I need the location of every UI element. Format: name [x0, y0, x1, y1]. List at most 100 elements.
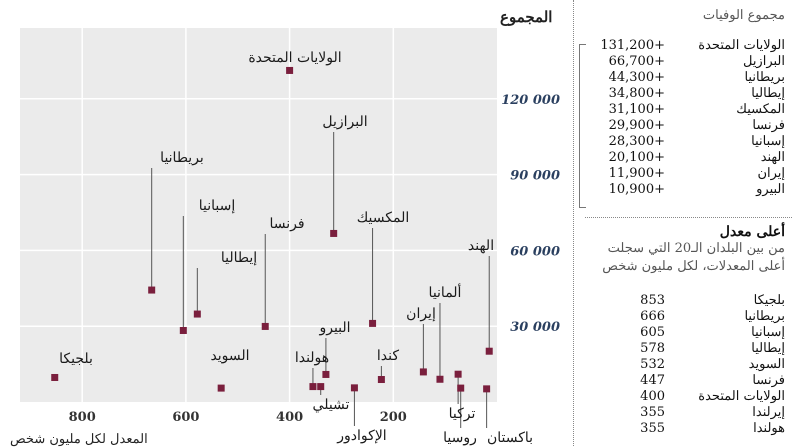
- rank-row: 578 إيطاليا: [605, 341, 785, 357]
- rates-subtitle-line2: أعلى المعدلات، لكل مليون شخص: [602, 259, 785, 274]
- data-point: [317, 383, 325, 391]
- point-label: السويد: [210, 348, 249, 364]
- rank-row: 28,300+ إسبانيا: [595, 134, 785, 150]
- data-point: [51, 373, 59, 381]
- rank-value: 400: [640, 389, 665, 404]
- panel-divider: [573, 0, 574, 446]
- data-point: [179, 326, 187, 334]
- totals-bracket: [579, 44, 586, 208]
- rank-country: الهند: [760, 150, 785, 165]
- rank-value: 10,900+: [608, 182, 665, 197]
- rank-country: البرازيل: [742, 54, 785, 69]
- x-tick-label: 400: [276, 410, 303, 425]
- rank-value: 355: [640, 405, 665, 420]
- rank-value: 447: [640, 373, 665, 388]
- rates-panel: أعلى معدل من بين البلدان الـ20 التي سجلت…: [585, 224, 785, 276]
- rank-row: 447 فرنسا: [605, 373, 785, 389]
- point-labels: الولايات المتحدة البرازيل بريطانيا إسبانيا إ…: [59, 50, 533, 446]
- totals-header: مجموع الوفيات: [702, 8, 785, 23]
- y-tick-label: 60 000: [510, 244, 560, 259]
- rank-row: 532 السويد: [605, 357, 785, 373]
- rank-value: 853: [640, 293, 665, 308]
- rank-row: 10,900+ البيرو: [595, 182, 785, 198]
- x-tick-label: 200: [380, 410, 407, 425]
- rank-country: بريطانيا: [744, 70, 785, 85]
- x-axis-title: المعدل لكل مليون شخص: [10, 432, 148, 447]
- rank-value: 29,900+: [608, 118, 665, 133]
- point-label: باكستان: [487, 430, 533, 446]
- point-label: الإكوادور: [336, 428, 386, 444]
- scatter-chart: الولايات المتحدة البرازيل بريطانيا إسبانيا إ…: [20, 28, 560, 446]
- rank-row: 34,800+ إيطاليا: [595, 86, 785, 102]
- rank-value: 131,200+: [600, 38, 665, 53]
- rank-value: 355: [640, 421, 665, 436]
- rank-row: 400 الولايات المتحدة: [605, 389, 785, 405]
- rank-country: فرنسا: [752, 118, 785, 133]
- rank-country: هولندا: [753, 421, 785, 436]
- point-label: تشيلي: [313, 397, 350, 413]
- rank-row: 66,700+ البرازيل: [595, 54, 785, 70]
- rates-list: 853 بلجيكا 666 بريطانيا 605 إسبانيا 578 إيطاليا…: [605, 293, 785, 446]
- rank-country: فرنسا: [752, 373, 785, 388]
- rank-value: 44,300+: [608, 70, 665, 85]
- point-label: روسيا: [443, 430, 477, 446]
- axis-ticks: 200 400 600 800 30 000 60 000 90 000 120 000: [69, 93, 560, 425]
- data-point: [377, 376, 385, 384]
- point-label: إيران: [406, 306, 436, 322]
- plot-background: [20, 28, 497, 402]
- point-label: إسبانيا: [199, 198, 236, 214]
- point-label: البرازيل: [322, 114, 367, 130]
- data-point: [261, 322, 269, 330]
- data-point: [419, 368, 427, 376]
- rank-country: إسبانيا: [751, 325, 785, 340]
- rank-row: 355 هولندا: [605, 421, 785, 437]
- rank-row: 44,300+ بريطانيا: [595, 70, 785, 86]
- data-point: [436, 375, 444, 383]
- data-point: [457, 384, 465, 392]
- y-tick-label: 90 000: [510, 169, 560, 184]
- point-label: إيطاليا: [221, 250, 257, 266]
- rank-country: الولايات المتحدة: [698, 389, 785, 404]
- data-point: [309, 383, 317, 391]
- point-label: فرنسا: [269, 216, 304, 232]
- rank-country: إيران: [757, 166, 785, 181]
- data-point: [148, 286, 156, 294]
- rank-row: 853 بلجيكا: [605, 293, 785, 309]
- rank-row: 355 إيرلندا: [605, 405, 785, 421]
- totals-list: 131,200+ الولايات المتحدة 66,700+ البرازيل 4…: [595, 38, 785, 208]
- rank-country: إيطاليا: [751, 341, 785, 356]
- rank-country: المكسيك: [736, 102, 785, 117]
- data-point: [483, 385, 491, 393]
- rank-row: 666 بريطانيا: [605, 309, 785, 325]
- rank-value: 666: [640, 309, 665, 324]
- data-point: [485, 347, 493, 355]
- rank-row: 20,100+ الهند: [595, 150, 785, 166]
- data-point: [350, 384, 358, 392]
- data-point: [322, 370, 330, 378]
- data-point: [217, 384, 225, 392]
- data-point: [369, 319, 377, 327]
- section-divider: [585, 217, 792, 218]
- point-label: الهند: [468, 238, 494, 254]
- rank-row: 29,900+ فرنسا: [595, 118, 785, 134]
- x-tick-label: 600: [172, 410, 199, 425]
- rank-row: 31,100+ المكسيك: [595, 102, 785, 118]
- point-label: المكسيك: [357, 210, 410, 226]
- point-label: ألمانيا: [429, 282, 462, 301]
- rank-value: 605: [640, 325, 665, 340]
- rank-country: إيرلندا: [752, 405, 785, 420]
- rank-value: 28,300+: [608, 134, 665, 149]
- rank-value: 66,700+: [608, 54, 665, 69]
- rates-title: أعلى معدل: [719, 224, 785, 240]
- rank-country: بلجيكا: [753, 293, 785, 308]
- point-label: تركيا: [449, 406, 476, 422]
- point-label: هولندا: [295, 350, 329, 366]
- rank-country: الولايات المتحدة: [698, 38, 785, 53]
- rank-country: إيطاليا: [751, 86, 785, 101]
- data-point: [286, 66, 294, 74]
- x-tick-label: 800: [69, 410, 96, 425]
- y-tick-label: 30 000: [510, 320, 560, 335]
- data-points: [51, 66, 493, 393]
- point-label: بريطانيا: [160, 150, 204, 166]
- data-point: [330, 229, 338, 237]
